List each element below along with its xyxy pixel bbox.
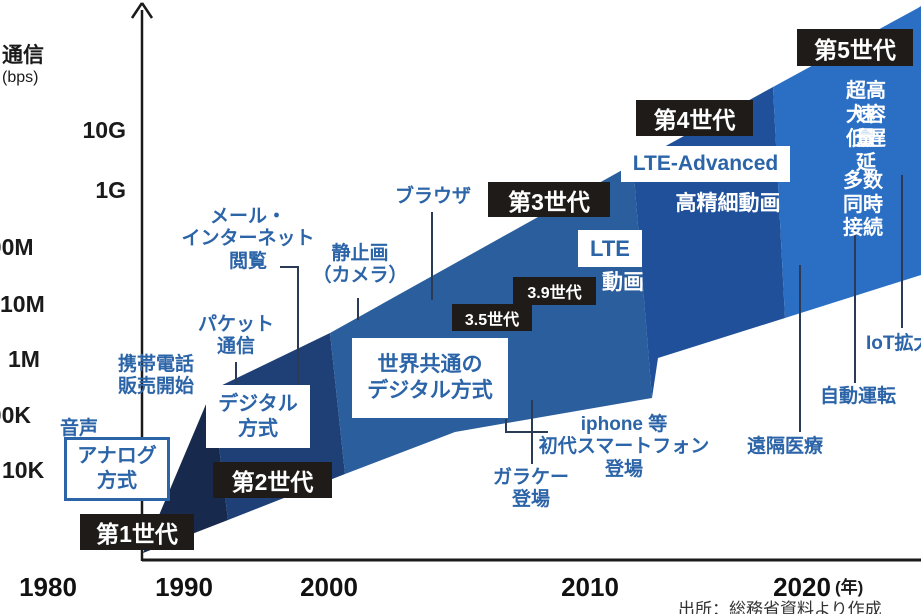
x-tick-2010: 2010 — [561, 572, 619, 602]
y-axis-unit: (bps) — [2, 69, 39, 86]
gen5-label-box: 第5世代 — [797, 29, 913, 66]
analog-method-box: アナログ 方式 — [64, 437, 170, 501]
still-image-annotation: 静止画 （カメラ） — [312, 243, 408, 287]
x-tick-1980: 1980 — [19, 572, 77, 602]
gen5-feature-speed: 超高速 — [846, 80, 886, 126]
mail-internet-annotation: メール・ インターネット 閲覧 — [181, 206, 315, 272]
iphone-connector-line — [505, 419, 548, 433]
iphone-annotation: iphone 等 初代スマートフォン 登場 — [538, 414, 710, 480]
y-tick-10g: 10G — [82, 117, 126, 143]
y-axis-title: 通信 — [2, 44, 44, 67]
x-axis-unit: (年) — [835, 578, 864, 597]
phone-sales-annotation: 携帯電話 販売開始 — [117, 354, 195, 398]
gen1-label-box: 第1世代 — [80, 514, 194, 550]
world-digital-method-box: 世界共通の デジタル方式 — [352, 338, 508, 418]
gen3-label-box: 第3世代 — [488, 182, 610, 217]
y-tick-100m: 100M — [0, 234, 34, 260]
gen35-label-box: 3.5世代 — [452, 304, 532, 331]
y-tick-10k: 10K — [2, 457, 45, 483]
gen2-label-box: 第2世代 — [213, 462, 332, 498]
auto-driving-annotation: 自動運転 — [820, 386, 897, 407]
y-axis-arrow-right — [140, 2, 154, 19]
source-credit: 出所：総務省資料より作成 — [678, 600, 882, 614]
packet-annotation: パケット 通信 — [197, 314, 275, 358]
gen39-label-box: 3.9世代 — [513, 277, 596, 305]
y-tick-1g: 1G — [95, 177, 126, 203]
remote-medicine-annotation: 遠隔医療 — [747, 436, 824, 457]
gen5-feature-connections: 多数同時接続 — [843, 170, 883, 240]
voice-annotation: 音声 — [60, 418, 99, 439]
lte-advanced-box: LTE-Advanced — [621, 146, 790, 182]
gen5-feature-capacity: 大容量 — [846, 104, 886, 150]
gen5-area — [773, 6, 921, 318]
iot-annotation: IoT拡大 — [866, 333, 921, 354]
gen4-label-box: 第4世代 — [636, 100, 753, 136]
mail-connector-line — [280, 266, 299, 388]
digital-method-box: デジタル 方式 — [206, 385, 310, 448]
hd-video-label: 高精細動画 — [675, 192, 781, 215]
browser-annotation: ブラウザ — [394, 186, 472, 207]
y-tick-10m: 10M — [0, 291, 45, 317]
y-axis-arrow-left — [130, 2, 144, 19]
garake-annotation: ガラケー 登場 — [492, 467, 570, 511]
video-label: 動画 — [602, 271, 644, 294]
x-tick-1990: 1990 — [155, 572, 213, 602]
gen5-feature-latency: 低遅延 — [846, 128, 886, 174]
y-tick-1m: 1M — [8, 346, 40, 372]
x-tick-2020: 2020 — [773, 572, 831, 602]
lte-box: LTE — [578, 230, 642, 267]
x-tick-2000: 2000 — [300, 572, 358, 602]
y-tick-100k: 100K — [0, 402, 31, 428]
